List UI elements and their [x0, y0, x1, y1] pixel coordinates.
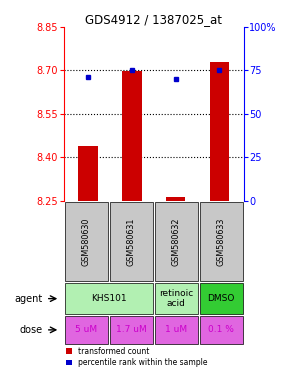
Bar — [110, 316, 153, 344]
Text: 1.7 uM: 1.7 uM — [116, 325, 147, 334]
Text: GSM580630: GSM580630 — [82, 217, 91, 266]
Title: GDS4912 / 1387025_at: GDS4912 / 1387025_at — [85, 13, 222, 26]
Bar — [65, 316, 108, 344]
Text: agent: agent — [14, 294, 42, 304]
Bar — [65, 283, 153, 314]
Text: GSM580631: GSM580631 — [127, 217, 136, 266]
Bar — [78, 146, 98, 201]
Bar — [155, 283, 198, 314]
Text: dose: dose — [19, 325, 42, 335]
Text: DMSO: DMSO — [207, 294, 235, 303]
Bar — [200, 316, 243, 344]
Text: 0.1 %: 0.1 % — [208, 325, 234, 334]
Bar — [200, 202, 243, 281]
Text: retinoic
acid: retinoic acid — [159, 289, 193, 308]
Bar — [200, 283, 243, 314]
Text: 5 uM: 5 uM — [75, 325, 97, 334]
Text: GSM580633: GSM580633 — [217, 217, 226, 266]
Bar — [210, 62, 229, 201]
Bar — [65, 202, 108, 281]
Text: KHS101: KHS101 — [91, 294, 126, 303]
Text: 1 uM: 1 uM — [165, 325, 187, 334]
Bar — [155, 316, 198, 344]
Bar — [166, 197, 186, 201]
Text: GSM580632: GSM580632 — [172, 217, 181, 266]
Legend: transformed count, percentile rank within the sample: transformed count, percentile rank withi… — [66, 347, 208, 367]
Bar — [155, 202, 198, 281]
Bar — [110, 202, 153, 281]
Bar — [122, 71, 142, 201]
